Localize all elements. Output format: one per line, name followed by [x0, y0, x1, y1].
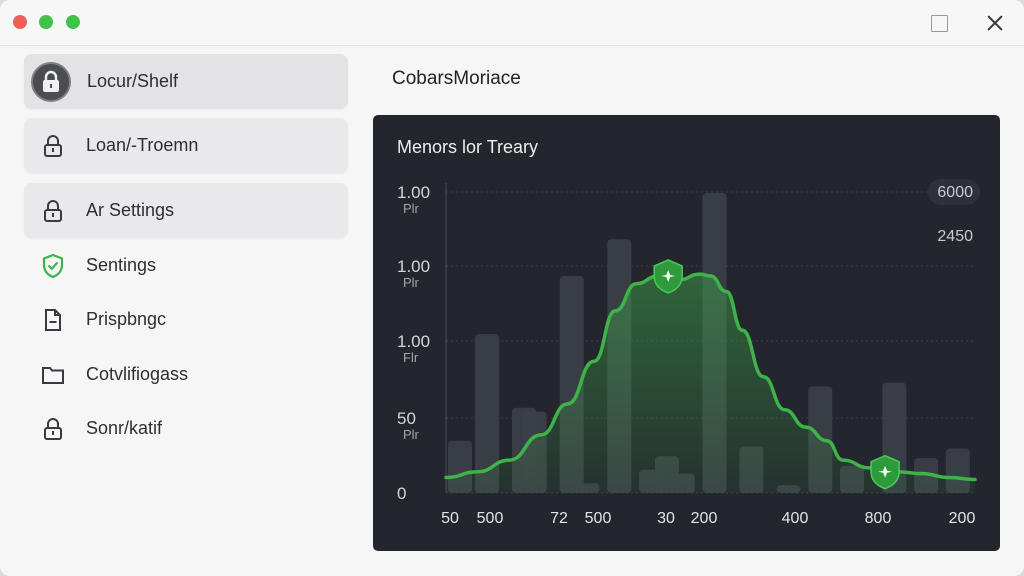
sidebar-item-sonr-katif[interactable]: Sonr/katif: [24, 401, 348, 456]
zoom-traffic-light[interactable]: [66, 15, 80, 29]
y-tick-sublabel: Plr: [403, 427, 420, 442]
shield-marker-icon: [870, 454, 900, 490]
minimize-traffic-light[interactable]: [39, 15, 53, 29]
lock-icon: [40, 198, 66, 224]
y-tick-label: 1.00: [397, 257, 430, 276]
shield-marker-icon: [653, 259, 683, 294]
sidebar-item-label: Locur/Shelf: [87, 71, 179, 91]
sidebar-item-loan-troemn[interactable]: Loan/-Troemn: [24, 118, 348, 173]
series-area: [446, 274, 975, 493]
sidebar-item-locur-shelf[interactable]: Locur/Shelf: [24, 54, 348, 109]
sidebar-item-ar-settings[interactable]: Ar Settings: [24, 183, 348, 238]
y-tick-label: 50: [397, 409, 416, 428]
x-tick-label: 200: [691, 510, 718, 527]
shield-check-icon: [40, 253, 66, 279]
sidebar-item-sentings[interactable]: Sentings: [24, 238, 348, 293]
series-line: [444, 272, 977, 482]
x-tick-label: 400: [782, 510, 809, 527]
y-tick-label: 1.00: [397, 183, 430, 202]
y-tick-sublabel: Flr: [403, 350, 419, 365]
sidebar-item-prispbngc[interactable]: Prispbngc: [24, 292, 348, 347]
lock-icon: [40, 133, 66, 159]
folder-icon: [40, 362, 66, 388]
chart-bar: [475, 334, 500, 493]
shield-marker-glyph: [661, 270, 676, 282]
chart-annotation: 2450: [937, 228, 973, 245]
title-bar: [0, 0, 1024, 46]
shield-marker-glyph: [878, 465, 893, 478]
sidebar-item-label: Sonr/katif: [86, 418, 163, 438]
page-title: CobarsMoriace: [392, 68, 521, 89]
y-tick-sublabel: Plr: [403, 275, 420, 290]
sidebar-item-label: Sentings: [86, 255, 157, 275]
x-tick-label: 200: [949, 510, 976, 527]
sidebar-item-label: Cotvlifiogass: [86, 364, 189, 384]
chart-title: Menors lor Treary: [397, 137, 539, 157]
sidebar-item-label: Ar Settings: [86, 200, 175, 220]
maximize-icon[interactable]: [928, 12, 950, 34]
y-tick-sublabel: Plr: [403, 201, 420, 216]
close-icon[interactable]: [984, 12, 1006, 34]
chart-annotation: 6000: [937, 184, 973, 201]
sidebar-item-label: Loan/-Troemn: [86, 135, 199, 155]
x-tick-label: 500: [477, 510, 504, 527]
document-icon: [40, 307, 66, 333]
y-tick-label: 0: [397, 484, 406, 503]
x-tick-label: 50: [441, 510, 459, 527]
x-tick-label: 72: [550, 510, 568, 527]
x-tick-label: 500: [585, 510, 612, 527]
chart-panel: Menors lor Treary 1.00 Plr 1.00 Plr 1.00 Flr 5…: [373, 115, 1000, 551]
annotation-pill: [928, 179, 980, 205]
y-tick-label: 1.00: [397, 332, 430, 351]
x-tick-label: 30: [657, 510, 675, 527]
lock-icon: [31, 61, 71, 102]
x-tick-label: 800: [865, 510, 892, 527]
close-traffic-light[interactable]: [13, 15, 27, 29]
lock-icon: [40, 416, 66, 442]
sidebar-item-cotvlifiogass[interactable]: Cotvlifiogass: [24, 347, 348, 402]
sidebar-item-label: Prispbngc: [86, 309, 167, 329]
